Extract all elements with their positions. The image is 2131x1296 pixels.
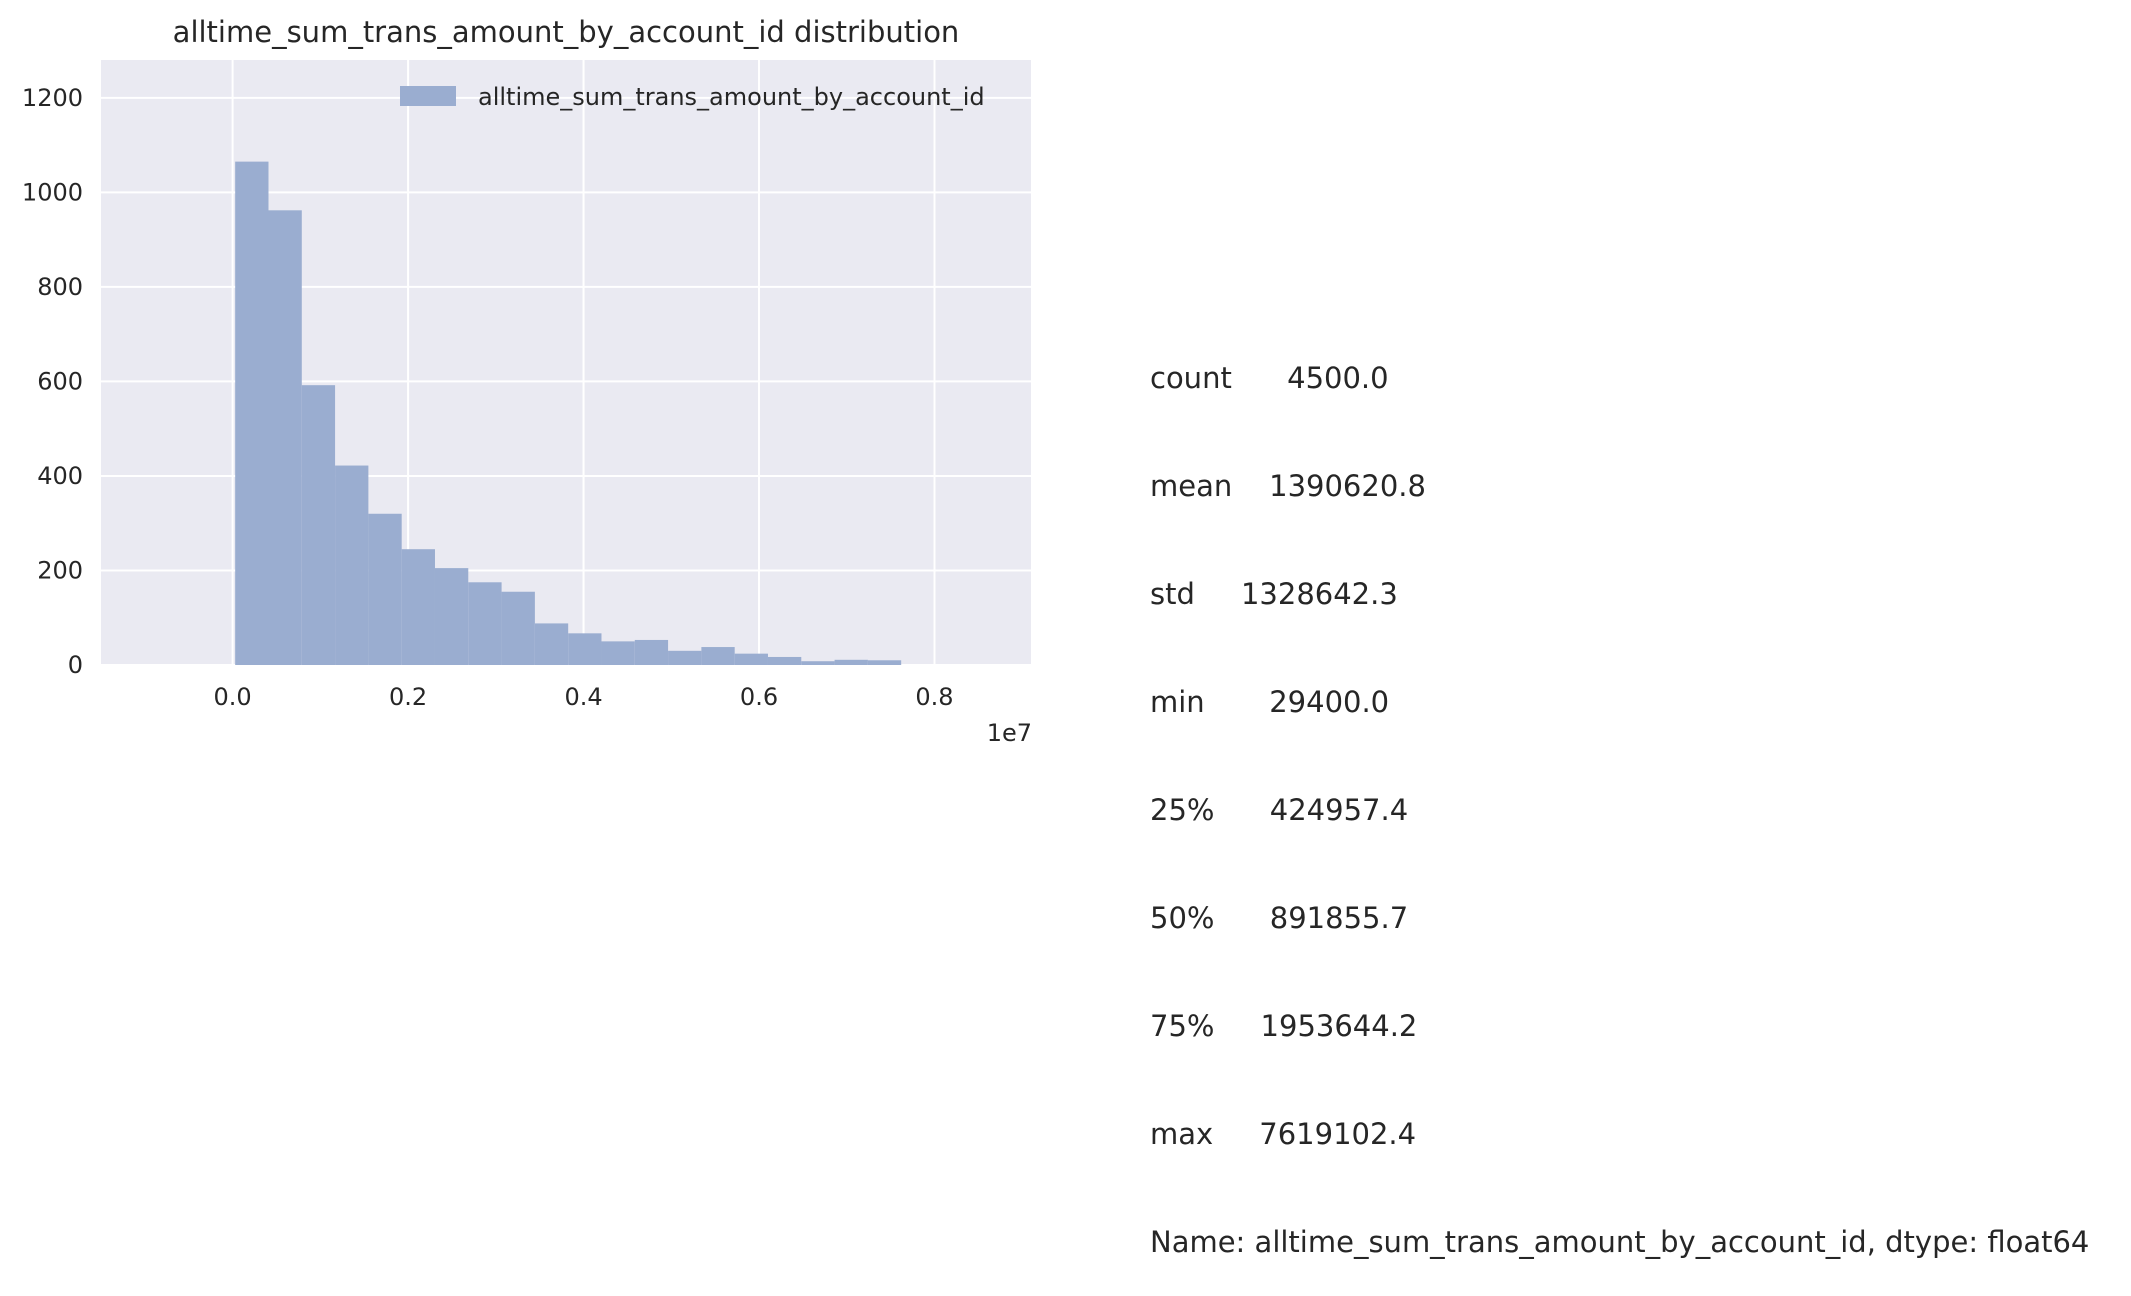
y-tick-label: 400 [37,462,83,490]
histogram-bar [368,513,402,665]
stats-mean: mean 1390620.8 [1150,469,1426,503]
histogram-bar [235,161,269,665]
histogram-bar [834,659,868,665]
y-tick-label: 800 [37,273,83,301]
stats-50: 50% 891855.7 [1150,901,1409,935]
legend-swatch [400,86,456,106]
histogram-bar [434,568,469,665]
histogram-chart: 0 200 400 600 800 1000 1200 0.0 0.2 0.4 0.6 0.8 all… [22,15,1032,747]
histogram-bar [601,641,635,665]
stats-25: 25% 424957.4 [1150,793,1409,827]
x-tick-label: 0.4 [564,683,602,711]
histogram-bar [268,210,302,665]
y-tick-label: 0 [68,651,83,679]
stats-max: max 7619102.4 [1150,1117,1417,1151]
x-tick-label: 0.6 [740,683,778,711]
histogram-bar [701,647,735,665]
axis-ticks: 0 200 400 600 800 1000 1200 0.0 0.2 0.4 0.6 0.8 [22,84,954,711]
histogram-bar [767,656,802,665]
x-tick-label: 0.0 [214,683,252,711]
stats-name-dtype: Name: alltime_sum_trans_amount_by_accoun… [1150,1225,2090,1259]
histogram-bar [734,653,768,665]
stats-75: 75% 1953644.2 [1150,1009,1418,1043]
histogram-bar [867,660,902,665]
histogram-bar [401,549,435,665]
y-tick-label: 1000 [22,178,83,206]
x-tick-label: 0.2 [389,683,427,711]
histogram-bar [501,591,535,665]
histogram-bar [301,385,336,665]
histogram-bar [468,582,502,665]
summary-statistics: count 4500.0 mean 1390620.8 std 1328642.… [1150,288,2089,1296]
histogram-bar [634,639,669,665]
histogram-bars [235,161,902,665]
y-tick-label: 1200 [22,84,83,112]
stats-min: min 29400.0 [1150,685,1390,719]
histogram-bar [335,465,369,665]
histogram-bar [801,661,835,665]
legend: alltime_sum_trans_amount_by_account_id [400,83,985,111]
y-tick-label: 200 [37,556,83,584]
histogram-bar [534,623,569,665]
histogram-bar [568,633,602,665]
legend-label: alltime_sum_trans_amount_by_account_id [478,83,985,111]
x-tick-label: 0.8 [915,683,953,711]
x-axis-offset-label: 1e7 [987,719,1032,747]
stats-std: std 1328642.3 [1150,577,1398,611]
chart-title: alltime_sum_trans_amount_by_account_id d… [173,15,960,49]
histogram-bar [668,650,702,665]
y-tick-label: 600 [37,367,83,395]
stats-count: count 4500.0 [1150,361,1389,395]
